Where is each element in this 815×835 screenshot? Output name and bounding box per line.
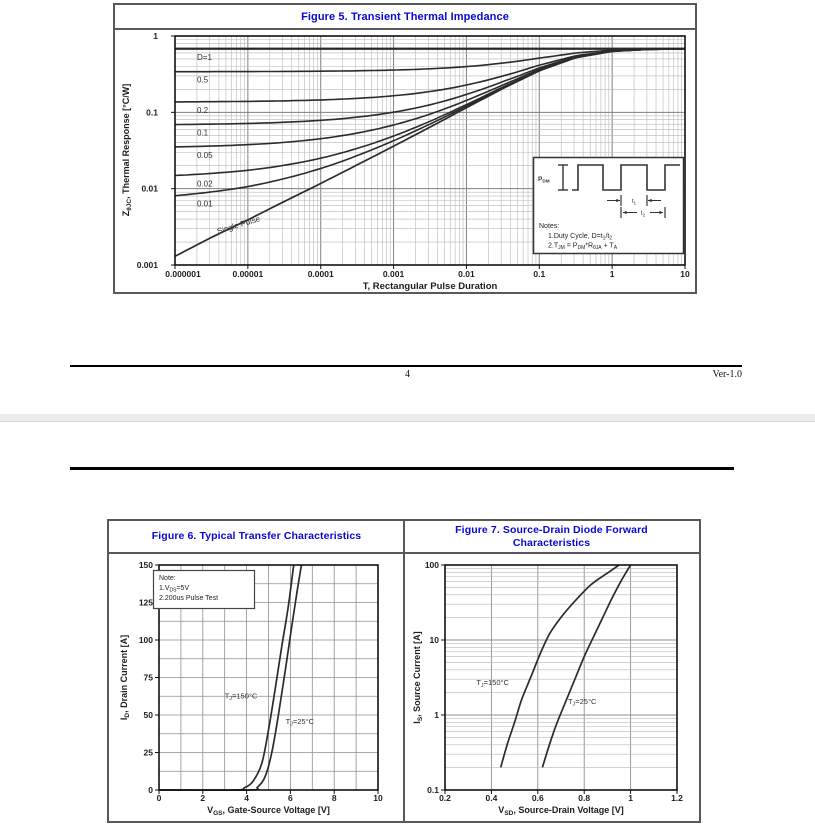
figure6-title-cell: Figure 6. Typical Transfer Characteristi… xyxy=(109,521,404,552)
figure7-title: Figure 7. Source-Drain Diode Forward Cha… xyxy=(455,523,648,549)
footer-rule xyxy=(70,365,742,367)
page-separator xyxy=(0,414,815,422)
figure5-title: Figure 5. Transient Thermal Impedance xyxy=(301,10,509,23)
figure5-title-bar: Figure 5. Transient Thermal Impedance xyxy=(115,5,695,30)
page-number: 4 xyxy=(405,369,410,380)
figure6-title: Figure 6. Typical Transfer Characteristi… xyxy=(151,530,362,542)
header-rule xyxy=(70,467,734,470)
figures-table: Figure 6. Typical Transfer Characteristi… xyxy=(107,519,701,823)
figure5-panel: Figure 5. Transient Thermal Impedance xyxy=(113,3,697,294)
figure7-title-cell: Figure 7. Source-Drain Diode Forward Cha… xyxy=(404,521,699,552)
version-label: Ver-1.0 xyxy=(712,369,742,380)
column-divider xyxy=(403,521,405,821)
